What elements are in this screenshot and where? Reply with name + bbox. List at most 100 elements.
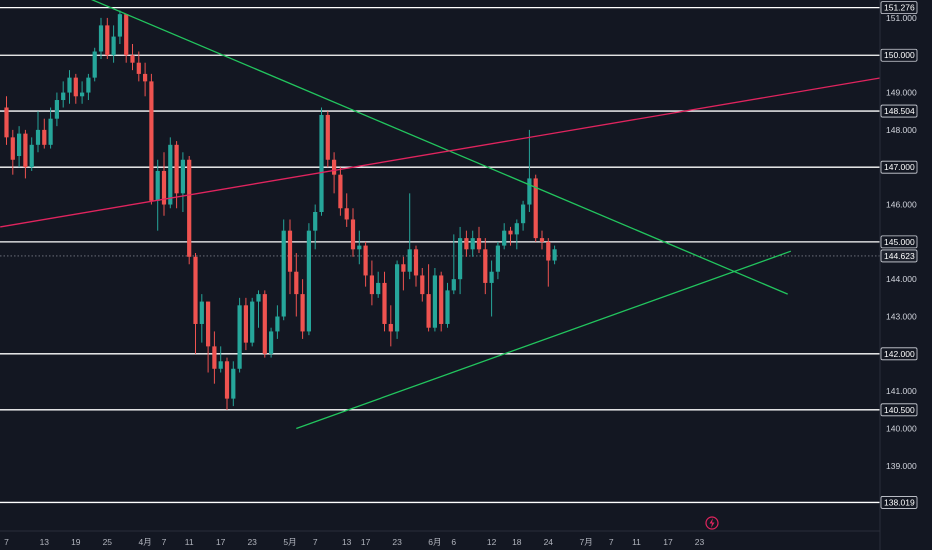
candle-up xyxy=(168,144,173,205)
x-tick-label: 12 xyxy=(487,537,497,547)
horizontal-levels-layer xyxy=(0,6,880,504)
y-tick-label: 140.000 xyxy=(886,423,917,433)
candle-down xyxy=(388,323,393,332)
candle-up xyxy=(67,77,72,93)
candle-up xyxy=(432,275,437,328)
candle-down xyxy=(325,114,330,160)
x-tick-label: 17 xyxy=(663,537,673,547)
x-tick-label: 18 xyxy=(512,537,522,547)
candle-up xyxy=(275,316,280,332)
x-tick-label: 17 xyxy=(216,537,226,547)
candle-down xyxy=(149,81,154,201)
candle-down xyxy=(143,73,148,82)
x-tick-label: 25 xyxy=(103,537,113,547)
candle-up xyxy=(61,92,66,101)
candle-up xyxy=(527,178,532,205)
candle-down xyxy=(136,62,141,74)
y-tick-label: 149.000 xyxy=(886,88,917,98)
price-level-label: 138.019 xyxy=(884,497,915,507)
candle-up xyxy=(250,301,255,343)
candle-down xyxy=(187,159,192,257)
price-level-label-box xyxy=(880,1,918,15)
candle-down xyxy=(212,346,217,369)
candle-up xyxy=(319,114,324,212)
candle-up xyxy=(407,249,412,272)
candle-down xyxy=(508,230,513,235)
candle-up xyxy=(111,36,116,56)
x-tick-label: 13 xyxy=(342,537,352,547)
candle-down xyxy=(10,137,15,160)
candle-up xyxy=(231,368,236,399)
x-tick-label: 24 xyxy=(544,537,554,547)
candle-down xyxy=(193,256,198,324)
candle-up xyxy=(376,282,381,295)
candle-up xyxy=(199,301,204,324)
candle-up xyxy=(86,77,91,93)
current-price-label-box xyxy=(880,249,918,263)
candle-up xyxy=(395,264,400,332)
rising-trendline[interactable] xyxy=(296,250,792,430)
candle-down xyxy=(130,55,135,63)
candle-up xyxy=(313,212,318,231)
candle-down xyxy=(546,241,551,261)
candle-down xyxy=(224,361,230,399)
x-tick-label: 6月 xyxy=(428,537,441,547)
candle-down xyxy=(124,14,129,56)
candle-down xyxy=(42,129,47,145)
y-tick-label: 144.000 xyxy=(886,274,917,284)
price-axis[interactable]: 151.000 149.000 148.000 146.000 144.000 143.0… xyxy=(879,0,932,550)
candle-up xyxy=(256,294,261,302)
candle-down xyxy=(464,238,469,250)
candle-down xyxy=(369,275,374,295)
candle-down xyxy=(294,271,299,295)
lightning-replay-icon[interactable] xyxy=(705,516,719,530)
price-level-label-box xyxy=(880,347,918,361)
candle-down xyxy=(206,301,211,347)
candle-down xyxy=(426,294,431,328)
candle-up xyxy=(117,14,122,37)
candle-up xyxy=(451,279,456,291)
candle-up xyxy=(48,118,53,145)
candle-down xyxy=(382,282,387,324)
y-tick-label: 139.000 xyxy=(886,461,917,471)
pink-trendline[interactable] xyxy=(0,76,883,228)
candle-down xyxy=(344,208,349,220)
x-tick-label: 7 xyxy=(609,537,614,547)
candle-down xyxy=(23,133,28,168)
candle-up xyxy=(54,100,59,119)
falling-trendline[interactable] xyxy=(0,0,788,295)
x-tick-label: 6 xyxy=(451,537,456,547)
candle-down xyxy=(332,159,337,175)
price-level-label-box xyxy=(880,235,918,249)
candle-up xyxy=(180,159,185,194)
candle-up xyxy=(17,133,22,157)
candle-up xyxy=(98,25,104,52)
candle-up xyxy=(502,230,507,246)
price-level-label-box xyxy=(880,48,918,62)
candle-down xyxy=(174,144,179,194)
price-axis-background xyxy=(880,0,932,550)
time-axis[interactable]: 7 13 19 25 4月 7 11 17 23 5月 7 13 17 23 6月 6 12 18 24 7月 7 11 1… xyxy=(0,530,880,547)
candle-down xyxy=(413,249,419,276)
candle-down xyxy=(483,249,488,283)
y-tick-label: 151.000 xyxy=(886,13,917,23)
candle-down xyxy=(476,238,482,250)
price-level-label: 142.000 xyxy=(884,349,915,359)
candle-down xyxy=(533,178,538,239)
candle-up xyxy=(218,361,223,369)
candle-up xyxy=(489,271,494,283)
candle-down xyxy=(4,107,9,138)
price-level-label: 150.000 xyxy=(884,50,915,60)
candle-up xyxy=(445,290,450,324)
x-tick-label: 19 xyxy=(71,537,81,547)
candle-down xyxy=(262,294,267,354)
candle-down xyxy=(401,264,406,272)
candle-up xyxy=(281,230,286,317)
candle-down xyxy=(300,294,305,332)
candle-down xyxy=(105,25,110,56)
candle-up xyxy=(269,331,274,354)
candle-up xyxy=(552,249,557,261)
candles-layer xyxy=(4,10,557,410)
candle-up xyxy=(458,238,463,280)
